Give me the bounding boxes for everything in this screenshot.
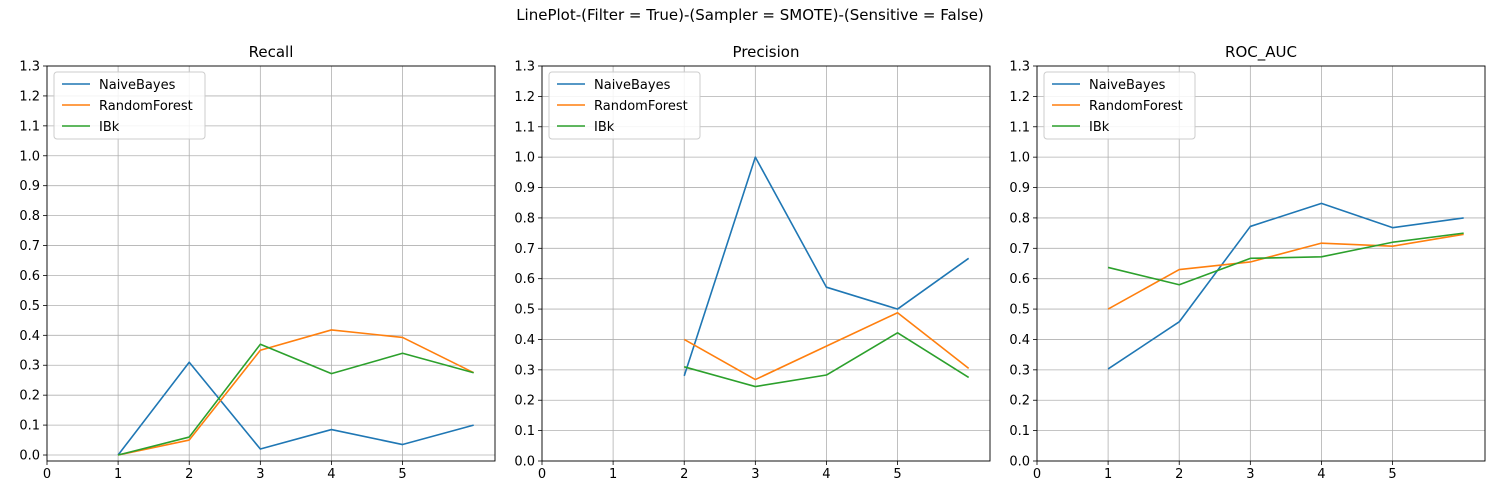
y-tick-label: 0.7	[514, 242, 535, 257]
y-tick-label: 0.5	[1009, 303, 1030, 318]
x-tick-label: 3	[1246, 467, 1254, 482]
y-tick-label: 0.5	[514, 303, 535, 318]
y-tick-label: 0.2	[1009, 394, 1030, 409]
y-tick-label: 1.1	[1009, 120, 1030, 135]
y-tick-label: 0.8	[1009, 211, 1030, 226]
y-tick-label: 0.1	[1009, 424, 1030, 439]
y-tick-label: 1.3	[1009, 60, 1030, 75]
y-tick-label: 1.2	[19, 89, 40, 104]
series-line-randomforest	[1107, 233, 1464, 310]
x-tick-label: 2	[185, 467, 193, 482]
x-tick-label: 1	[1104, 467, 1112, 482]
x-tick-label: 2	[1175, 467, 1183, 482]
y-tick-label: 0.8	[19, 209, 40, 224]
chart-3: 0 1 2 3 4 5 0.0 0.1 0.2 0.3 0.4 0.5 0.6 0.7 0.8 0.9 1.0 1…	[1009, 43, 1486, 482]
legend-label: IBk	[1089, 120, 1110, 135]
x-tick-label: 1	[609, 467, 617, 482]
y-tick-label: 0.5	[19, 299, 40, 314]
legend-label: NaiveBayes	[1089, 78, 1166, 93]
figure-title: LinePlot-(Filter = True)-(Sampler = SMOT…	[516, 6, 984, 24]
x-tick-label: 0	[1033, 467, 1041, 482]
series-line-ibk	[1107, 232, 1464, 286]
y-tick-label: 0.1	[19, 419, 40, 434]
y-tick-label: 0.2	[514, 394, 535, 409]
x-tick-label: 0	[538, 467, 546, 482]
y-tick-label: 0.6	[19, 269, 40, 284]
chart-2: 0 1 2 3 4 5 0.0 0.1 0.2 0.3 0.4 0.5 0.6 0.7 0.8 0.9 1.0 1…	[514, 43, 991, 482]
y-tick-label: 0.7	[19, 239, 40, 254]
y-tick-label: 0.8	[514, 211, 535, 226]
x-tick-label: 4	[1317, 467, 1325, 482]
y-tick-label: 0.1	[514, 424, 535, 439]
y-tick-label: 0.6	[514, 272, 535, 287]
y-tick-label: 0.0	[514, 455, 535, 470]
legend-label: NaiveBayes	[594, 78, 671, 93]
x-tick-label: 5	[893, 467, 901, 482]
legend: NaiveBayes RandomForest IBk	[548, 71, 701, 140]
y-tick-label: 0.9	[514, 181, 535, 196]
x-tick-label: 4	[327, 467, 335, 482]
axes-frame	[541, 65, 991, 462]
legend-box	[53, 71, 206, 140]
series-line-ibk	[684, 331, 970, 388]
legend-box	[1043, 71, 1196, 140]
legend-label: NaiveBayes	[99, 78, 176, 93]
legend-box	[548, 71, 701, 140]
x-tick-label: 3	[256, 467, 264, 482]
x-tick-label: 2	[680, 467, 688, 482]
chart-title: Precision	[733, 43, 800, 61]
legend-label: RandomForest	[99, 99, 193, 114]
legend-label: RandomForest	[1089, 99, 1183, 114]
x-tick-label: 5	[1388, 467, 1396, 482]
y-tick-label: 0.4	[19, 329, 40, 344]
y-tick-label: 0.4	[514, 333, 535, 348]
legend-label: RandomForest	[594, 99, 688, 114]
legend: NaiveBayes RandomForest IBk	[53, 71, 206, 140]
x-tick-label: 5	[398, 467, 406, 482]
y-tick-label: 1.0	[1009, 151, 1030, 166]
y-tick-label: 0.4	[1009, 333, 1030, 348]
chart-title: Recall	[249, 43, 294, 61]
x-tick-label: 4	[822, 467, 830, 482]
x-tick-label: 3	[751, 467, 759, 482]
y-tick-label: 1.3	[514, 60, 535, 75]
y-tick-label: 1.1	[514, 120, 535, 135]
series-line-naivebayes	[1107, 202, 1464, 370]
axes-frame	[1036, 65, 1486, 462]
axes-frame	[46, 65, 496, 462]
legend-label: IBk	[99, 120, 120, 135]
y-tick-label: 0.3	[1009, 363, 1030, 378]
series-line-naivebayes	[117, 361, 474, 456]
series-line-naivebayes	[683, 156, 970, 377]
y-tick-label: 0.3	[19, 359, 40, 374]
y-tick-label: 1.0	[19, 149, 40, 164]
series-line-randomforest	[683, 311, 970, 381]
y-tick-label: 0.0	[19, 449, 40, 464]
chart-title: ROC_AUC	[1225, 43, 1297, 62]
x-tick-label: 1	[114, 467, 122, 482]
legend: NaiveBayes RandomForest IBk	[1043, 71, 1196, 140]
legend-label: IBk	[594, 120, 615, 135]
y-tick-label: 0.9	[19, 179, 40, 194]
series-line-randomforest	[117, 329, 475, 456]
y-tick-label: 0.9	[1009, 181, 1030, 196]
y-tick-label: 1.2	[1009, 90, 1030, 105]
y-tick-label: 1.3	[19, 60, 40, 75]
y-tick-label: 1.0	[514, 151, 535, 166]
x-tick-label: 0	[43, 467, 51, 482]
y-tick-label: 1.1	[19, 119, 40, 134]
y-tick-label: 0.2	[19, 389, 40, 404]
y-tick-label: 0.3	[514, 363, 535, 378]
y-tick-label: 0.7	[1009, 242, 1030, 257]
chart-1: 0 1 2 3 4 5 0.0 0.1 0.2 0.3 0.4 0.5 0.6 0.7 0.8 0.9 1.0 1…	[19, 43, 496, 482]
series-line-ibk	[117, 343, 474, 456]
y-tick-label: 1.2	[514, 90, 535, 105]
y-tick-label: 0.0	[1009, 455, 1030, 470]
y-tick-label: 0.6	[1009, 272, 1030, 287]
